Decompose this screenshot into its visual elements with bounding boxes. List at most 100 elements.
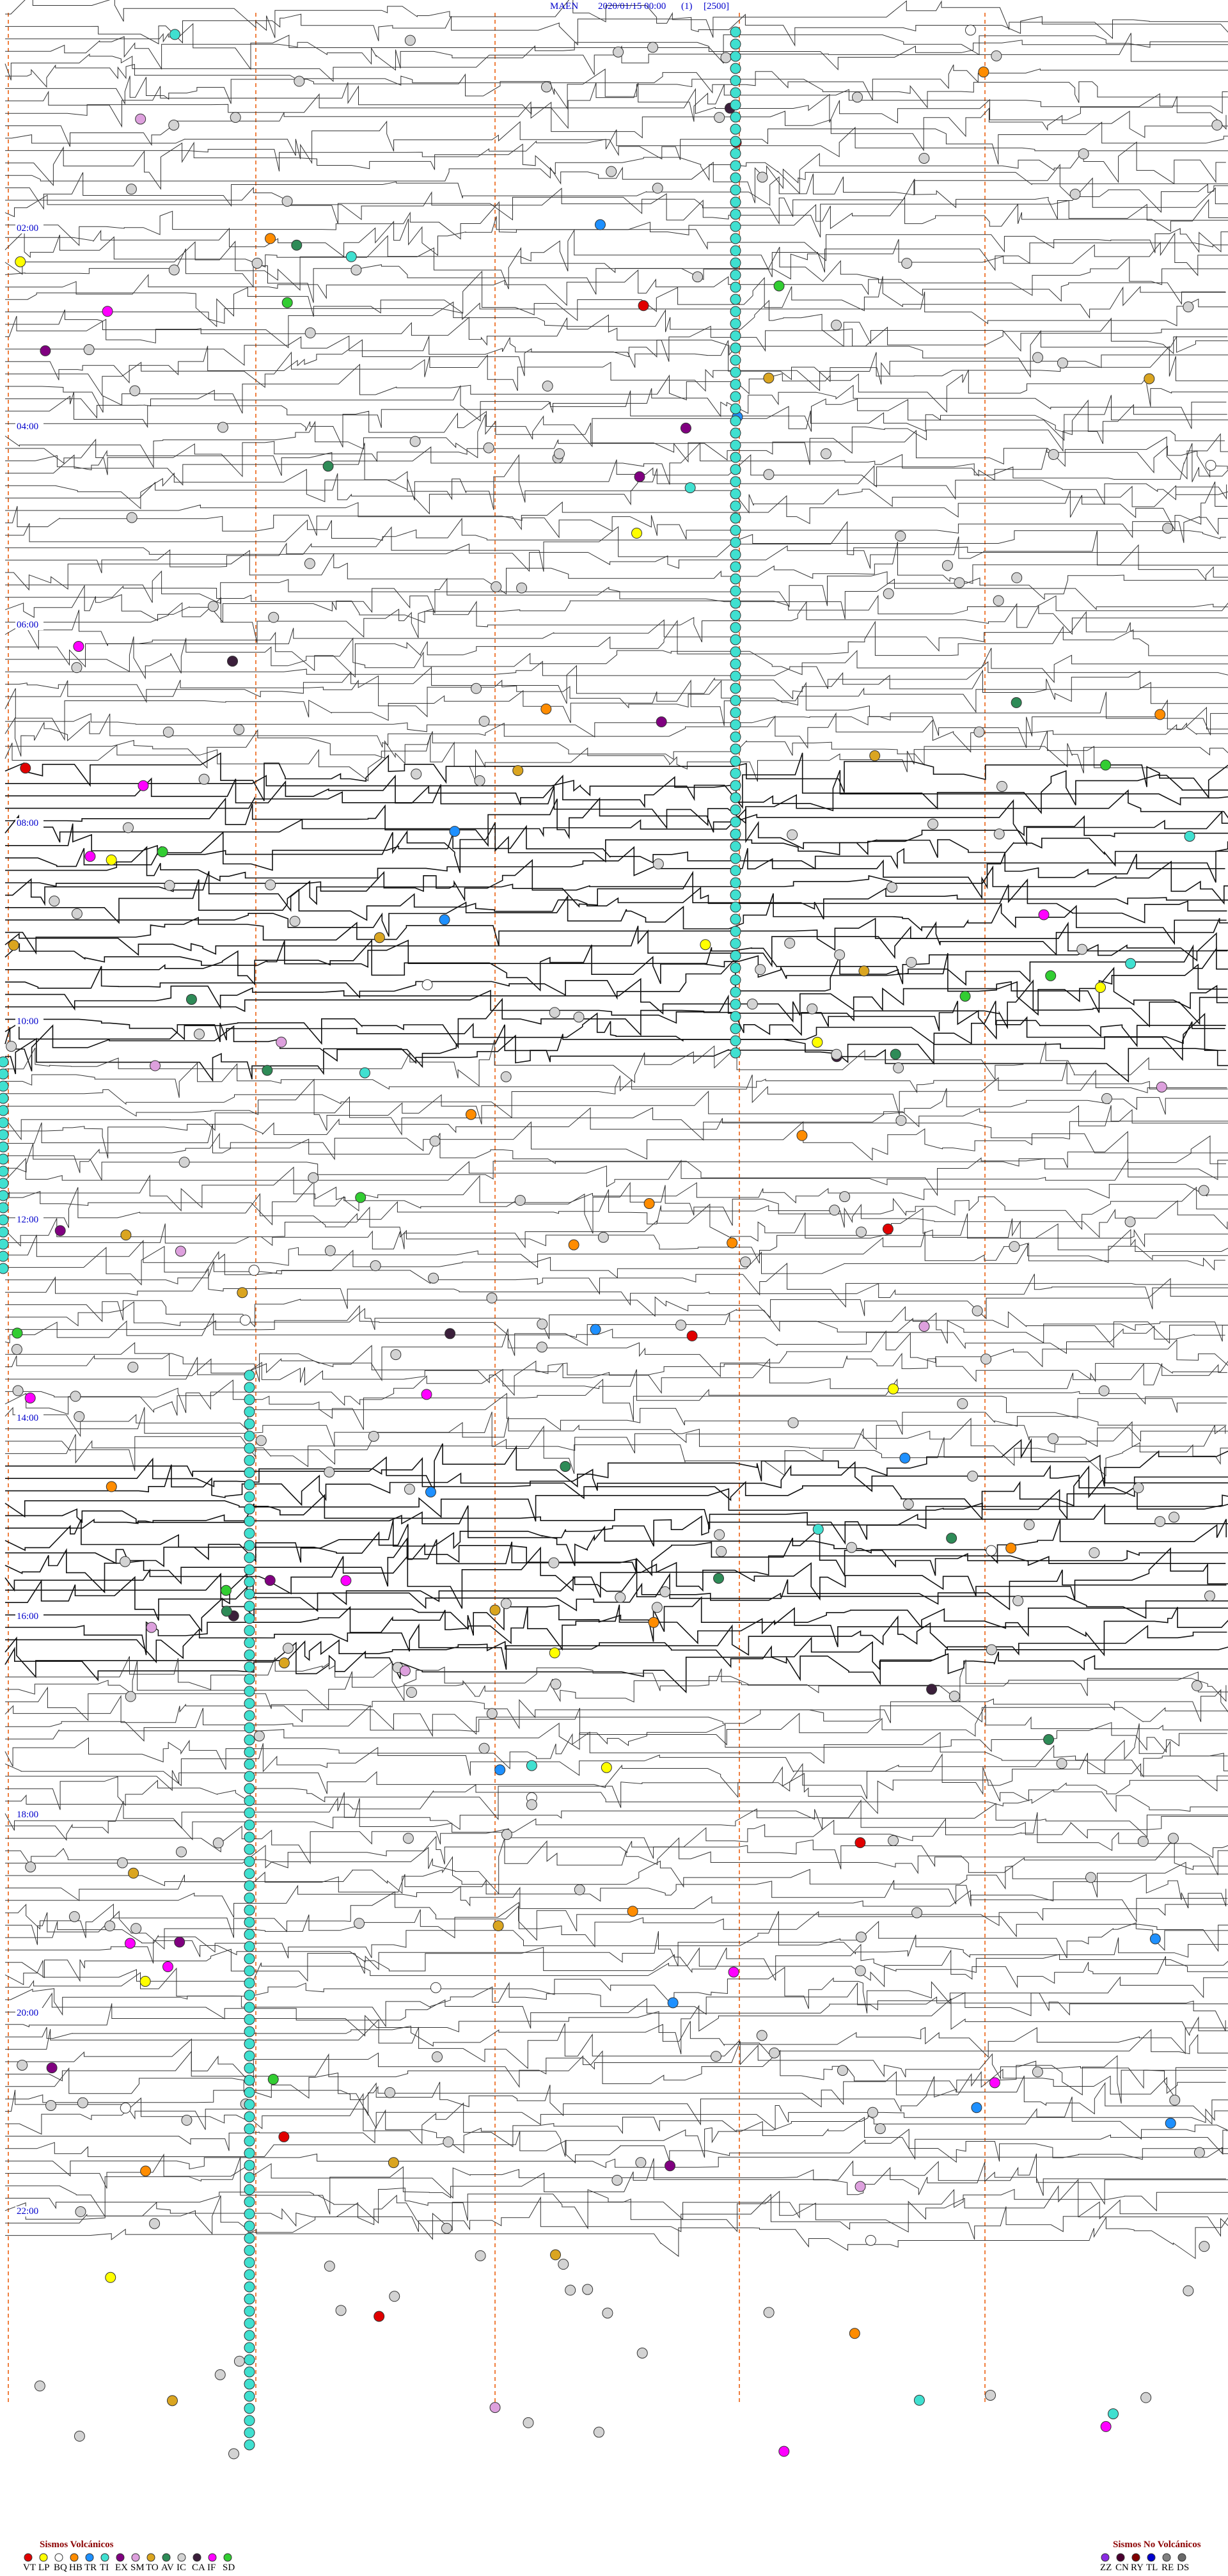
trace: [5, 2050, 1228, 2104]
event-marker: [244, 2318, 255, 2329]
trace: [5, 570, 1228, 608]
event-marker: [730, 731, 741, 743]
trace: [5, 1766, 1228, 1821]
event-marker: [322, 461, 334, 472]
trace: [5, 36, 1228, 71]
event-marker: [492, 1920, 504, 1931]
event-marker: [874, 2123, 886, 2135]
event-marker: [634, 471, 645, 482]
event-marker: [635, 2157, 647, 2169]
trace: [5, 2067, 1226, 2117]
event-marker: [1032, 352, 1044, 363]
event-marker: [730, 51, 741, 62]
event-marker: [512, 765, 524, 777]
event-marker: [526, 1760, 537, 1771]
event-marker: [540, 81, 552, 93]
event-marker: [73, 641, 84, 652]
event-marker: [730, 828, 741, 840]
trace: [4, 1519, 1227, 1567]
event-marker: [849, 2328, 860, 2339]
event-marker: [20, 763, 31, 774]
legend-swatch: [1131, 2553, 1140, 2562]
trace: [4, 1180, 1228, 1234]
event-marker: [244, 1528, 255, 1539]
event-marker: [0, 1117, 9, 1128]
legend-swatch: [100, 2553, 109, 2562]
event-marker: [730, 221, 741, 232]
event-marker: [684, 482, 696, 493]
event-marker: [207, 601, 219, 612]
event-marker: [244, 2208, 255, 2220]
event-marker: [244, 1819, 255, 1831]
event-marker: [129, 385, 141, 397]
event-marker: [730, 561, 741, 573]
event-marker: [730, 537, 741, 548]
event-marker: [0, 1190, 9, 1201]
event-marker: [304, 558, 315, 569]
trace: [5, 1457, 1228, 1497]
hour-label-bg: [15, 2206, 43, 2216]
event-marker: [787, 1417, 799, 1428]
trace: [5, 1357, 1227, 1396]
event-marker: [652, 858, 664, 870]
trace: [5, 2075, 1228, 2126]
event-marker: [996, 780, 1008, 792]
event-marker: [486, 1708, 498, 1719]
event-marker: [1005, 1542, 1017, 1554]
trace: [5, 2147, 1228, 2177]
event-marker: [812, 1036, 823, 1048]
trace: [5, 1143, 1228, 1196]
trace: [5, 858, 1228, 905]
event-marker: [680, 422, 691, 434]
event-marker: [244, 2257, 255, 2268]
event-marker: [0, 1226, 9, 1238]
trace: [4, 808, 1228, 856]
trace: [5, 1187, 1228, 1238]
event-marker: [882, 1223, 893, 1235]
event-marker: [918, 152, 930, 164]
event-marker: [221, 1606, 232, 1617]
event-marker: [941, 560, 953, 571]
event-marker: [542, 381, 553, 392]
trace: [5, 481, 1228, 531]
trace: [4, 1641, 1228, 1694]
event-marker: [991, 50, 1002, 61]
event-marker: [244, 1686, 255, 1697]
trace: [5, 1891, 1228, 1941]
event-marker: [483, 442, 494, 454]
trace: [5, 299, 1228, 352]
event-marker: [1133, 1482, 1144, 1494]
event-marker: [244, 1455, 255, 1466]
event-marker: [1011, 697, 1022, 708]
trace: [5, 878, 1227, 924]
event-marker: [185, 993, 197, 1005]
event-marker: [971, 2102, 982, 2114]
trace: [5, 390, 1228, 441]
event-marker: [244, 1953, 255, 1964]
event-marker: [501, 1829, 512, 1840]
event-marker: [550, 1679, 562, 1690]
event-marker: [404, 1483, 415, 1495]
trace: [4, 1379, 1227, 1430]
legend-label: EX: [115, 2563, 128, 2573]
event-marker: [549, 1007, 560, 1018]
event-marker: [475, 2250, 486, 2261]
trace: [5, 13, 1228, 47]
event-marker: [176, 1846, 187, 1858]
event-marker: [730, 901, 741, 913]
event-marker: [730, 1035, 741, 1047]
event-marker: [730, 123, 741, 135]
event-marker: [1100, 759, 1112, 771]
event-marker: [125, 1691, 136, 1702]
event-marker: [985, 2389, 996, 2401]
event-marker: [927, 818, 939, 830]
trace: [5, 1268, 1228, 1309]
event-marker: [244, 1576, 255, 1588]
event-marker: [439, 914, 450, 926]
trace: [5, 1464, 1228, 1521]
event-marker: [716, 1545, 727, 1557]
event-marker: [730, 294, 741, 305]
event-marker: [255, 1435, 267, 1446]
trace: [5, 506, 1228, 543]
